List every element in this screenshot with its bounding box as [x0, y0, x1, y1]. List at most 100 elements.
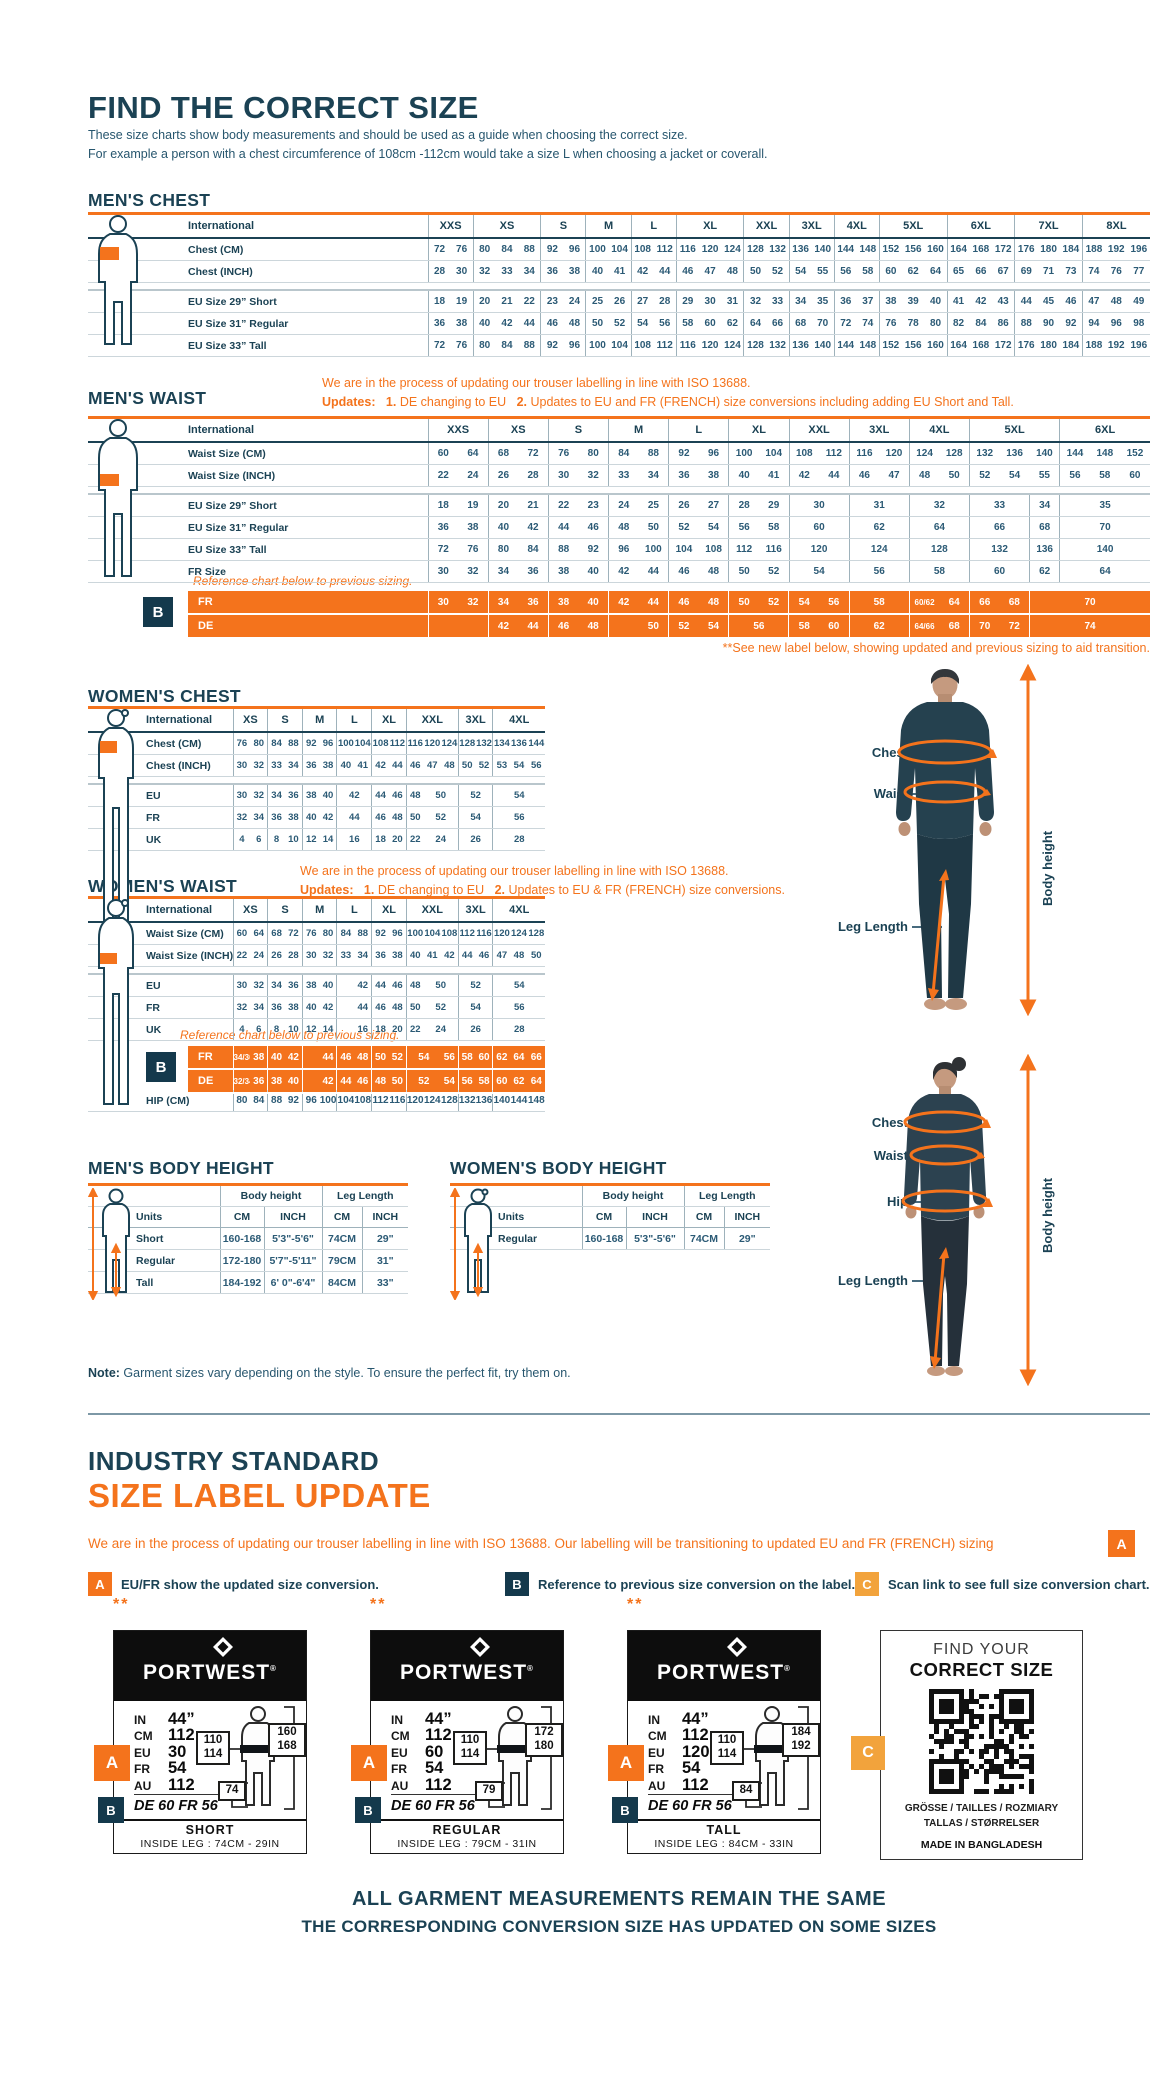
size-column-header: XXL [405, 706, 459, 733]
table-cell: 49 [1127, 290, 1151, 313]
qr-title-1: FIND YOUR [933, 1641, 1030, 1658]
table-cell: 88 [518, 238, 541, 261]
table-cell: 47 [879, 464, 910, 487]
table-cell: 30 [788, 494, 850, 517]
leg-measure-box: 79 [475, 1781, 503, 1801]
table-cell: 136 [475, 1090, 493, 1112]
table-cell: 84 [969, 312, 993, 335]
size-column-header: 5XL [968, 416, 1060, 443]
ref-table-cell: 34/36 [232, 1046, 251, 1070]
height-measure-box: 184 192 [782, 1723, 820, 1757]
table-cell: 120 [879, 442, 910, 465]
table-cell: 47 [698, 260, 722, 283]
previous-sizing-line: DE 60 FR 56 [134, 1798, 218, 1814]
table-cell: 16 [336, 828, 372, 851]
table-cell: 41 [608, 260, 632, 283]
table-cell: 62 [848, 516, 910, 539]
womens-height-figure-icon [450, 1188, 492, 1300]
table-cell: 96 [607, 538, 639, 561]
table-cell: 64 [1059, 560, 1150, 583]
table-cell: 12 [301, 828, 320, 851]
size-column-header: 4XL [492, 896, 545, 923]
table-cell: 42 [319, 996, 337, 1019]
table-cell: 34 [267, 974, 285, 997]
portwest-logo-header: PORTWEST® [371, 1631, 563, 1701]
table-cell: 72 [427, 334, 451, 357]
table-cell: 100 [405, 922, 424, 945]
table-cell: 30 [450, 260, 474, 283]
table-cell: 100 [319, 1090, 337, 1112]
table-cell [336, 1018, 355, 1041]
table-cell: 104 [608, 334, 632, 357]
table-cell: 112 [388, 732, 407, 755]
footer: ALL GARMENT MEASUREMENTS REMAIN THE SAME… [88, 1888, 1150, 1937]
ref-table-cell: 48 [698, 591, 729, 615]
table-cell: 76 [450, 238, 474, 261]
table-cell: 66 [766, 312, 790, 335]
ref-table-cell: 38 [250, 1046, 268, 1070]
qr-code [929, 1689, 1034, 1794]
table-cell: 68 [788, 312, 812, 335]
table-cell: 56 [527, 754, 545, 777]
table-cell: 74 [856, 312, 880, 335]
ref-table-cell: 66 [527, 1046, 545, 1070]
table-cell: 50 [423, 784, 459, 807]
table-cell: 52 [668, 516, 699, 539]
size-label-card-short: PORTWEST® IN 44” CM 112 EU 30 FR 54 AU 112 DE 60 FR… [94, 1630, 307, 1854]
ref-table-cell: 34 [487, 591, 519, 615]
womens-waist-table: International XS S M L XL XXL 3XL 4XL Waist Size … [88, 896, 545, 1041]
table-cell: 192 [1104, 334, 1128, 357]
ref-table-cell [301, 1069, 320, 1094]
size-value: 30 [168, 1742, 187, 1761]
ref-table-cell: 54 [405, 1046, 441, 1070]
table-cell: 148 [527, 1090, 545, 1112]
size-value: 112 [168, 1775, 195, 1794]
ref-table-cell: 54 [788, 591, 820, 615]
table-cell: 60 [1119, 464, 1150, 487]
table-cell: 10 [284, 1018, 303, 1041]
ref-table-cell: 46 [354, 1069, 372, 1094]
table-cell: 184-192 [219, 1271, 264, 1294]
size-column-header: S [540, 212, 586, 239]
size-key: FR [648, 1762, 664, 1777]
size-column-header: XXS [427, 416, 489, 443]
ref-table-cell: 46 [668, 591, 699, 615]
ref-table-cell: 42 [607, 591, 639, 615]
table-cell: 32 [908, 494, 970, 517]
table-cell: 68 [487, 442, 519, 465]
table-cell: 104 [668, 538, 699, 561]
table-cell: 96 [563, 334, 586, 357]
table-cell: 80 [232, 1090, 251, 1112]
table-cell: 52 [457, 784, 493, 807]
ref-table-cell: 40 [267, 1046, 285, 1070]
size-values-list: IN 44” CM 112 EU 30 FR 54 AU 112 [134, 1711, 195, 1793]
table-cell: 29" [361, 1227, 409, 1250]
size-column-header: 6XL [946, 212, 1015, 239]
ref-table-cell [301, 1046, 320, 1070]
column-header: INCH [361, 1206, 409, 1228]
table-cell: 84 [336, 922, 355, 945]
table-cell: 28 [518, 464, 549, 487]
table-cell: 46 [668, 560, 699, 583]
size-value: 60 [425, 1742, 444, 1761]
table-cell: 176 [1014, 334, 1038, 357]
ref-table-cell: 64 [510, 1046, 528, 1070]
size-values-list: IN 44” CM 112 EU 60 FR 54 AU 112 [391, 1711, 452, 1793]
table-cell: 160-168 [581, 1227, 626, 1250]
column-header: International [88, 416, 429, 443]
mens-chest-heading: MEN'S CHEST [88, 190, 211, 210]
table-cell: 36 [668, 464, 699, 487]
table-cell [336, 974, 355, 997]
table-cell: 48 [563, 312, 586, 335]
table-cell: 76 [878, 312, 902, 335]
ref-table-cell: 58 [848, 591, 910, 615]
table-cell: 50 [405, 996, 424, 1019]
female-leg-length-label: Leg Length [837, 1273, 908, 1288]
table-cell: 42 [336, 784, 372, 807]
table-cell: 112 [819, 442, 850, 465]
update-text: Updates to EU and FR (FRENCH) size conve… [530, 395, 1014, 409]
ref-table-cell: 64 [527, 1069, 545, 1094]
table-cell: 40 [728, 464, 759, 487]
asterisk-marks: ** [370, 1596, 387, 1613]
male-model-photo [896, 664, 1037, 1016]
